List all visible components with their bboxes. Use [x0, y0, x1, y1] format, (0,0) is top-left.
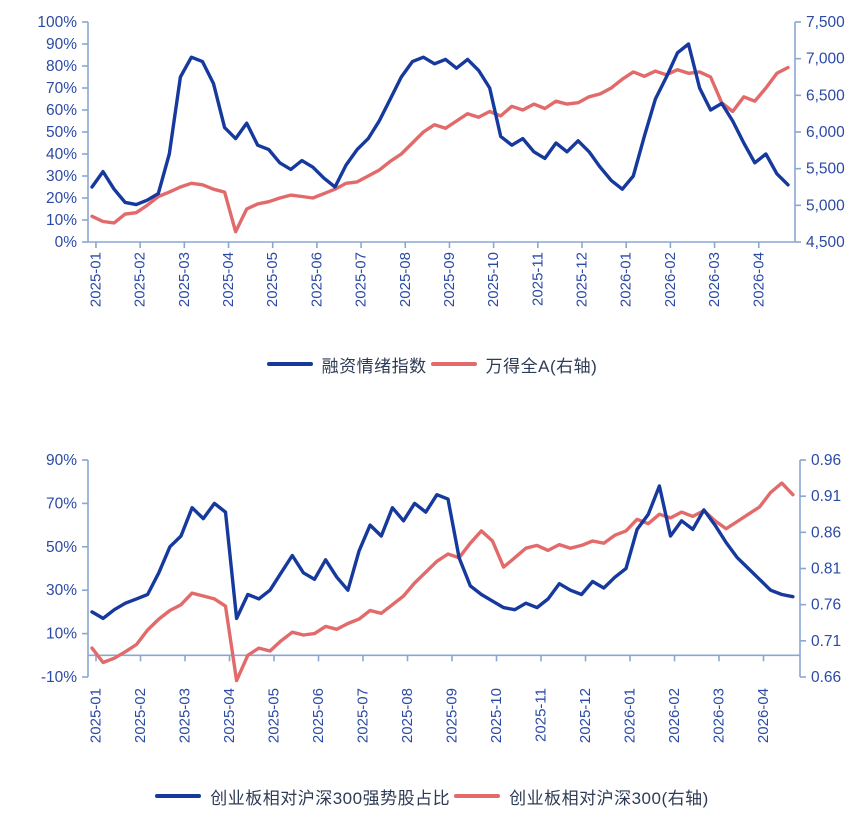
legend-swatch-red	[430, 361, 477, 367]
svg-text:2026-03: 2026-03	[711, 688, 728, 743]
svg-text:7,500: 7,500	[806, 14, 845, 31]
svg-text:0.96: 0.96	[811, 452, 841, 469]
svg-text:2025-04: 2025-04	[220, 252, 237, 307]
svg-text:2026-03: 2026-03	[706, 252, 723, 307]
svg-text:2025-03: 2025-03	[176, 252, 193, 307]
legend-swatch-blue	[155, 793, 202, 799]
series-line-left	[90, 42, 790, 207]
svg-text:30%: 30%	[46, 582, 77, 599]
series-line-right	[90, 481, 795, 683]
legend-item-chinext-strong-share: 创业板相对沪深300强势股占比	[155, 784, 450, 809]
svg-text:2025-01: 2025-01	[87, 252, 104, 307]
svg-text:6,500: 6,500	[806, 87, 845, 104]
svg-text:2026-04: 2026-04	[750, 252, 767, 307]
svg-text:2025-09: 2025-09	[444, 688, 461, 743]
svg-text:0.81: 0.81	[811, 561, 841, 578]
svg-text:2025-11: 2025-11	[529, 252, 546, 306]
svg-text:90%: 90%	[46, 452, 77, 469]
svg-text:0%: 0%	[55, 234, 78, 251]
svg-text:2025-08: 2025-08	[397, 252, 414, 307]
svg-text:10%: 10%	[46, 212, 77, 229]
svg-text:5,000: 5,000	[806, 197, 845, 214]
svg-text:40%: 40%	[46, 146, 77, 163]
axes	[82, 459, 806, 678]
svg-text:2025-05: 2025-05	[264, 252, 281, 307]
svg-text:2025-01: 2025-01	[88, 688, 105, 743]
svg-text:6,000: 6,000	[806, 124, 845, 141]
financing-sentiment-legend: 融资情绪指数 万得全A(右轴)	[0, 351, 864, 377]
legend-label: 创业板相对沪深300(右轴)	[509, 788, 709, 808]
svg-text:2025-11: 2025-11	[533, 688, 550, 742]
legend-swatch-blue	[266, 361, 313, 367]
legend-label: 万得全A(右轴)	[485, 356, 598, 376]
svg-text:2026-02: 2026-02	[662, 252, 679, 307]
series-line-left	[90, 484, 795, 621]
svg-text:2025-06: 2025-06	[310, 688, 327, 743]
svg-text:0.76: 0.76	[811, 597, 841, 614]
svg-text:2025-05: 2025-05	[266, 688, 283, 743]
axis-labels: -10% 10% 30% 50% 70% 90% 0.66 0.71 0.76 0.81 0.86 0…	[41, 452, 841, 743]
svg-text:-10%: -10%	[41, 669, 77, 686]
legend-item-wind-all-a: 万得全A(右轴)	[430, 352, 598, 377]
legend-label: 创业板相对沪深300强势股占比	[210, 788, 451, 808]
svg-text:2025-10: 2025-10	[488, 688, 505, 743]
axes	[82, 21, 801, 248]
svg-text:2026-02: 2026-02	[666, 688, 683, 743]
legend-item-chinext-vs-hs300: 创业板相对沪深300(右轴)	[454, 784, 709, 809]
legend-label: 融资情绪指数	[321, 356, 427, 376]
chinext-ratio-plot: -10% 10% 30% 50% 70% 90% 0.66 0.71 0.76 0.81 0.86 0…	[41, 452, 841, 743]
svg-text:0.86: 0.86	[811, 524, 841, 541]
svg-text:2025-08: 2025-08	[399, 688, 416, 743]
svg-text:2025-06: 2025-06	[308, 252, 325, 307]
svg-text:20%: 20%	[46, 190, 77, 207]
svg-text:2025-02: 2025-02	[132, 688, 149, 743]
svg-text:2025-10: 2025-10	[485, 252, 502, 307]
svg-text:10%: 10%	[46, 626, 77, 643]
svg-text:70%: 70%	[46, 495, 77, 512]
svg-text:0.71: 0.71	[811, 633, 841, 650]
chinext-ratio-chart-section: -10% 10% 30% 50% 70% 90% 0.66 0.71 0.76 0.81 0.86 0…	[0, 377, 864, 809]
svg-text:2025-12: 2025-12	[574, 252, 591, 307]
svg-text:50%: 50%	[46, 539, 77, 556]
svg-text:2025-12: 2025-12	[577, 688, 594, 743]
svg-text:2025-02: 2025-02	[132, 252, 149, 307]
svg-text:7,000: 7,000	[806, 51, 845, 68]
axis-labels: 0% 10% 20% 30% 40% 50% 60% 70% 80% 90% 100% 4,500 5,…	[37, 14, 845, 307]
svg-text:80%: 80%	[46, 58, 77, 75]
legend-swatch-red	[454, 793, 501, 799]
svg-text:2025-07: 2025-07	[353, 252, 370, 307]
svg-text:100%: 100%	[37, 14, 77, 31]
svg-text:30%: 30%	[46, 168, 77, 185]
svg-text:2025-04: 2025-04	[221, 688, 238, 743]
svg-text:60%: 60%	[46, 102, 77, 119]
svg-text:90%: 90%	[46, 36, 77, 53]
svg-text:50%: 50%	[46, 124, 77, 141]
financing-sentiment-chart-section: 0% 10% 20% 30% 40% 50% 60% 70% 80% 90% 100% 4,500 5,…	[0, 0, 864, 377]
svg-text:2026-04: 2026-04	[755, 688, 772, 743]
svg-text:0.91: 0.91	[811, 488, 841, 505]
svg-text:4,500: 4,500	[806, 234, 845, 251]
svg-text:2025-07: 2025-07	[355, 688, 372, 743]
chinext-ratio-legend: 创业板相对沪深300强势股占比 创业板相对沪深300(右轴)	[0, 783, 864, 809]
financing-sentiment-plot: 0% 10% 20% 30% 40% 50% 60% 70% 80% 90% 100% 4,500 5,…	[37, 14, 845, 307]
svg-text:2025-03: 2025-03	[177, 688, 194, 743]
svg-text:70%: 70%	[46, 80, 77, 97]
svg-text:2026-01: 2026-01	[622, 688, 639, 743]
svg-text:0.66: 0.66	[811, 669, 841, 686]
svg-text:2025-09: 2025-09	[441, 252, 458, 307]
svg-text:5,500: 5,500	[806, 161, 845, 178]
legend-item-financing-sentiment: 融资情绪指数	[266, 352, 427, 377]
series-line-right	[90, 65, 790, 234]
svg-text:2026-01: 2026-01	[618, 252, 635, 307]
